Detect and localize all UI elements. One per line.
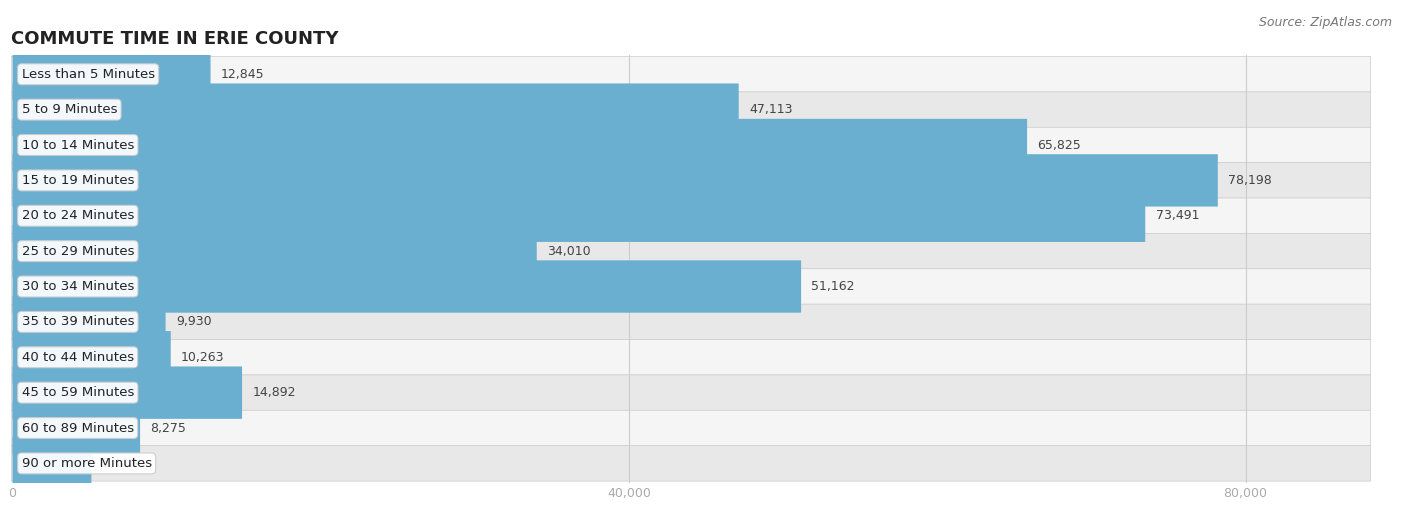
FancyBboxPatch shape (11, 127, 1371, 163)
Text: 34,010: 34,010 (547, 245, 591, 258)
FancyBboxPatch shape (13, 189, 1146, 242)
FancyBboxPatch shape (11, 375, 1371, 410)
FancyBboxPatch shape (13, 437, 91, 490)
FancyBboxPatch shape (13, 296, 166, 348)
Text: 14,892: 14,892 (253, 386, 295, 399)
FancyBboxPatch shape (13, 154, 1218, 207)
Text: 20 to 24 Minutes: 20 to 24 Minutes (21, 209, 134, 222)
Text: 25 to 29 Minutes: 25 to 29 Minutes (21, 245, 134, 258)
Text: 51,162: 51,162 (811, 280, 855, 293)
FancyBboxPatch shape (11, 163, 1371, 198)
Text: COMMUTE TIME IN ERIE COUNTY: COMMUTE TIME IN ERIE COUNTY (11, 30, 339, 48)
Text: 12,845: 12,845 (221, 68, 264, 81)
Text: 5,118: 5,118 (101, 457, 138, 470)
FancyBboxPatch shape (13, 48, 211, 100)
Text: Source: ZipAtlas.com: Source: ZipAtlas.com (1258, 16, 1392, 29)
Text: 60 to 89 Minutes: 60 to 89 Minutes (21, 422, 134, 434)
Text: 10,263: 10,263 (181, 351, 225, 364)
Text: Less than 5 Minutes: Less than 5 Minutes (21, 68, 155, 81)
Text: 5 to 9 Minutes: 5 to 9 Minutes (21, 103, 117, 116)
FancyBboxPatch shape (11, 198, 1371, 233)
FancyBboxPatch shape (13, 402, 141, 454)
FancyBboxPatch shape (11, 269, 1371, 304)
FancyBboxPatch shape (13, 260, 801, 313)
FancyBboxPatch shape (11, 56, 1371, 92)
Text: 45 to 59 Minutes: 45 to 59 Minutes (21, 386, 134, 399)
FancyBboxPatch shape (13, 119, 1028, 171)
Text: 8,275: 8,275 (150, 422, 187, 434)
Text: 40 to 44 Minutes: 40 to 44 Minutes (21, 351, 134, 364)
FancyBboxPatch shape (13, 84, 738, 136)
FancyBboxPatch shape (11, 339, 1371, 375)
Text: 35 to 39 Minutes: 35 to 39 Minutes (21, 315, 134, 328)
Text: 73,491: 73,491 (1156, 209, 1199, 222)
Text: 30 to 34 Minutes: 30 to 34 Minutes (21, 280, 134, 293)
FancyBboxPatch shape (11, 446, 1371, 481)
Text: 90 or more Minutes: 90 or more Minutes (21, 457, 152, 470)
Text: 78,198: 78,198 (1229, 174, 1272, 187)
FancyBboxPatch shape (11, 410, 1371, 446)
Text: 65,825: 65,825 (1038, 138, 1081, 151)
FancyBboxPatch shape (11, 304, 1371, 340)
Text: 10 to 14 Minutes: 10 to 14 Minutes (21, 138, 134, 151)
Text: 47,113: 47,113 (749, 103, 793, 116)
FancyBboxPatch shape (13, 366, 242, 419)
FancyBboxPatch shape (11, 233, 1371, 269)
Text: 15 to 19 Minutes: 15 to 19 Minutes (21, 174, 134, 187)
FancyBboxPatch shape (13, 225, 537, 277)
FancyBboxPatch shape (11, 92, 1371, 127)
Text: 9,930: 9,930 (176, 315, 211, 328)
FancyBboxPatch shape (13, 331, 170, 384)
